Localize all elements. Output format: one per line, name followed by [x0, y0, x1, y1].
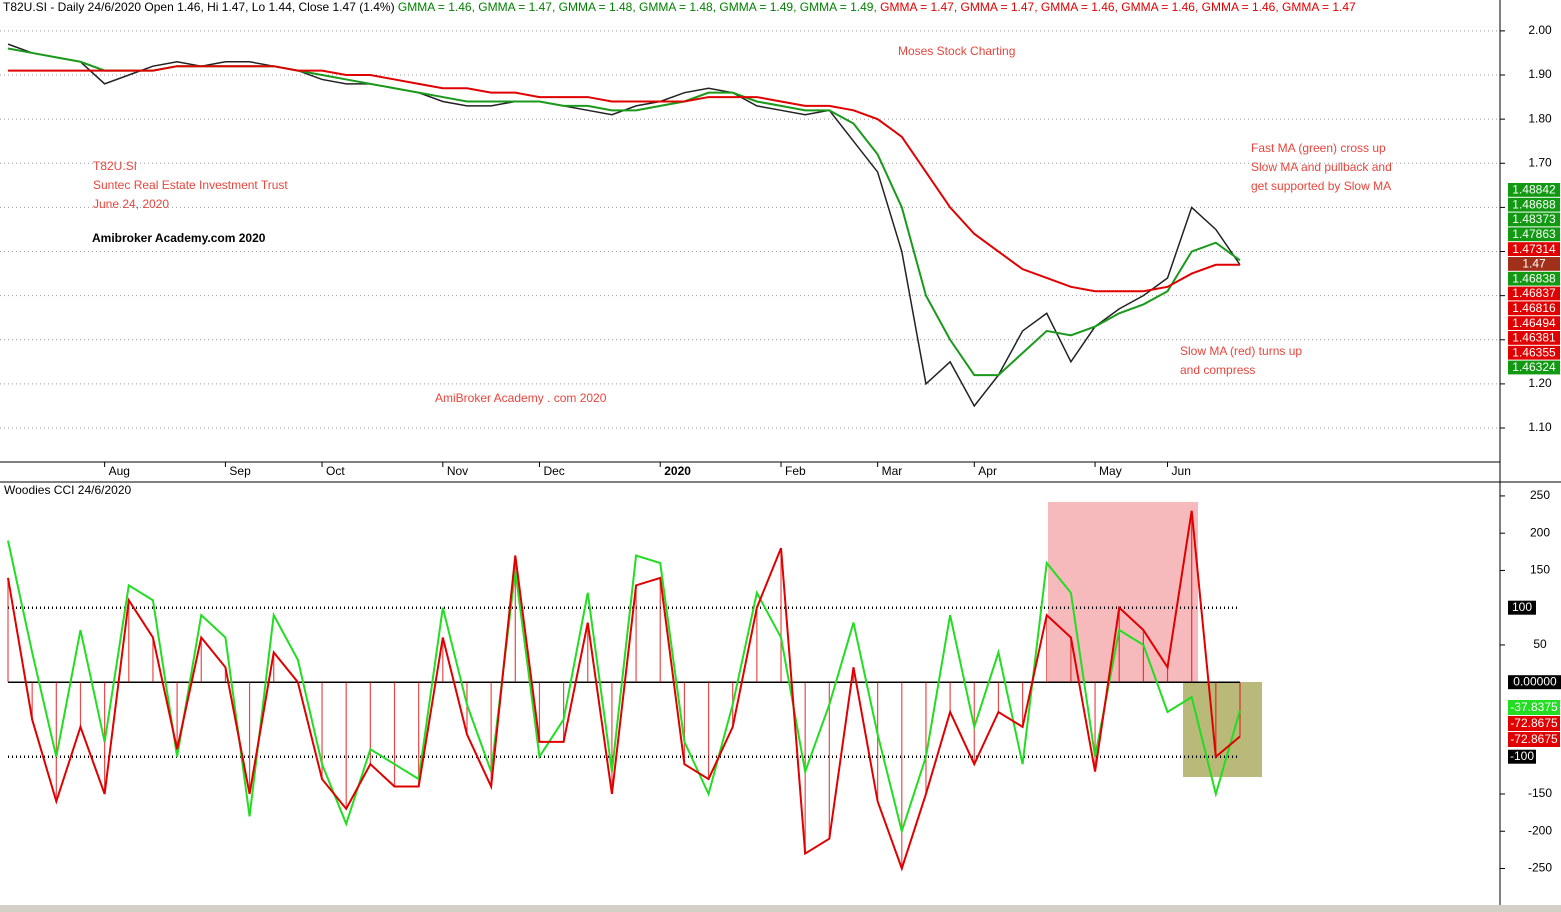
highlight-box — [1183, 682, 1262, 777]
pane-title: Woodies CCI 24/6/2020 — [4, 483, 132, 497]
header-segment: GMMA = 1.49, — [719, 0, 799, 14]
value-box — [1508, 197, 1560, 212]
y-tick-label: -150 — [1528, 786, 1552, 800]
series-line — [7, 510, 1241, 872]
value-box-label: 1.47863 — [1512, 227, 1556, 241]
y-tick-label: -250 — [1528, 861, 1552, 875]
value-box — [1508, 301, 1560, 316]
value-box-label: 1.48373 — [1512, 212, 1556, 226]
header-segment: T82U.SI - Daily 24/6/2020 Open 1.46, Hi … — [3, 0, 398, 14]
series-line — [7, 540, 1241, 835]
value-box — [1508, 345, 1560, 360]
value-box — [1508, 700, 1560, 715]
value-box-label: -72.8675 — [1510, 716, 1558, 730]
value-box-label: 1.46381 — [1512, 331, 1556, 345]
header-segment: GMMA = 1.46, — [1041, 0, 1121, 14]
value-box — [1508, 316, 1560, 330]
value-box-label: 1.46837 — [1512, 286, 1556, 300]
header-segment: GMMA = 1.48, — [559, 0, 639, 14]
header-segment: GMMA = 1.46, — [1121, 0, 1201, 14]
value-box — [1508, 286, 1560, 301]
value-box-label: 1.48688 — [1512, 197, 1556, 211]
y-tick-label: 150 — [1530, 563, 1550, 577]
value-box-label: 1.48842 — [1512, 183, 1556, 197]
annotation: Suntec Real Estate Investment Trust — [93, 178, 288, 192]
reference-box — [1508, 749, 1536, 764]
value-box — [1508, 227, 1560, 242]
value-box — [1508, 257, 1560, 271]
y-tick-label: 250 — [1530, 488, 1550, 502]
value-box-label: 1.46324 — [1512, 360, 1556, 374]
header-segment: GMMA = 1.46, — [398, 0, 478, 14]
annotation: get supported by Slow MA — [1251, 179, 1391, 193]
value-box — [1508, 242, 1560, 256]
y-tick-label: 1.70 — [1528, 155, 1552, 169]
value-box-label: 1.46838 — [1512, 271, 1556, 285]
reference-box — [1508, 675, 1561, 690]
y-tick-label: 1.90 — [1528, 67, 1552, 81]
value-box — [1508, 212, 1560, 227]
value-box-label: 1.46816 — [1512, 301, 1556, 315]
y-tick-label: 2.00 — [1528, 23, 1552, 37]
x-tick-label: Sep — [229, 464, 251, 478]
header-segment: GMMA = 1.47 — [1282, 0, 1356, 14]
x-tick-label: Jun — [1172, 464, 1191, 478]
reference-label: -100 — [1510, 749, 1534, 763]
value-box — [1508, 732, 1560, 747]
x-tick-label: Feb — [785, 464, 806, 478]
x-tick-label: Apr — [978, 464, 997, 478]
annotation: Fast MA (green) cross up — [1251, 141, 1386, 155]
x-tick-label: May — [1099, 464, 1122, 478]
header: T82U.SI - Daily 24/6/2020 Open 1.46, Hi … — [3, 0, 1356, 14]
annotation: T82U.SI — [93, 159, 137, 173]
sheet-tabs — [0, 905, 1561, 912]
value-box-label: -72.8675 — [1510, 732, 1558, 746]
header-segment: GMMA = 1.48, — [639, 0, 719, 14]
header-segment: GMMA = 1.46, — [1202, 0, 1282, 14]
annotation: Slow MA (red) turns up — [1180, 344, 1302, 358]
y-tick-label: 1.80 — [1528, 111, 1552, 125]
value-box — [1508, 183, 1560, 197]
value-box-label: 1.47 — [1522, 257, 1546, 271]
value-box — [1508, 271, 1560, 286]
reference-box — [1508, 600, 1536, 615]
annotation: Slow MA and pullback and — [1251, 160, 1392, 174]
header-segment: GMMA = 1.47, — [478, 0, 558, 14]
value-box — [1508, 360, 1560, 375]
x-tick-label: Mar — [882, 464, 903, 478]
value-box-label: 1.46355 — [1512, 345, 1556, 359]
annotation: Moses Stock Charting — [898, 44, 1015, 58]
annotation: Amibroker Academy.com 2020 — [92, 231, 266, 245]
reference-label: 100 — [1512, 600, 1532, 614]
reference-label: 0.00000 — [1513, 674, 1557, 688]
value-box — [1508, 331, 1560, 345]
y-tick-label: 1.10 — [1528, 420, 1552, 434]
x-tick-label: 2020 — [664, 464, 691, 478]
x-tick-label: Nov — [447, 464, 468, 478]
x-tick-label: Aug — [109, 464, 130, 478]
x-tick-label: Oct — [326, 464, 345, 478]
y-tick-label: 50 — [1533, 637, 1547, 651]
y-tick-label: -200 — [1528, 823, 1552, 837]
value-box-label: -37.8375 — [1510, 700, 1558, 714]
header-segment: GMMA = 1.47, — [961, 0, 1041, 14]
y-tick-label: 1.20 — [1528, 376, 1552, 390]
y-tick-label: 200 — [1530, 525, 1550, 539]
annotation: AmiBroker Academy . com 2020 — [435, 391, 607, 405]
value-box — [1508, 716, 1560, 731]
series-line — [8, 65, 1240, 293]
annotation: June 24, 2020 — [93, 197, 169, 211]
annotation: and compress — [1180, 363, 1255, 377]
header-segment: GMMA = 1.49, — [800, 0, 880, 14]
x-tick-label: Dec — [543, 464, 564, 478]
value-box-label: 1.46494 — [1512, 316, 1556, 330]
value-box-label: 1.47314 — [1512, 242, 1556, 256]
header-segment: GMMA = 1.47, — [880, 0, 960, 14]
